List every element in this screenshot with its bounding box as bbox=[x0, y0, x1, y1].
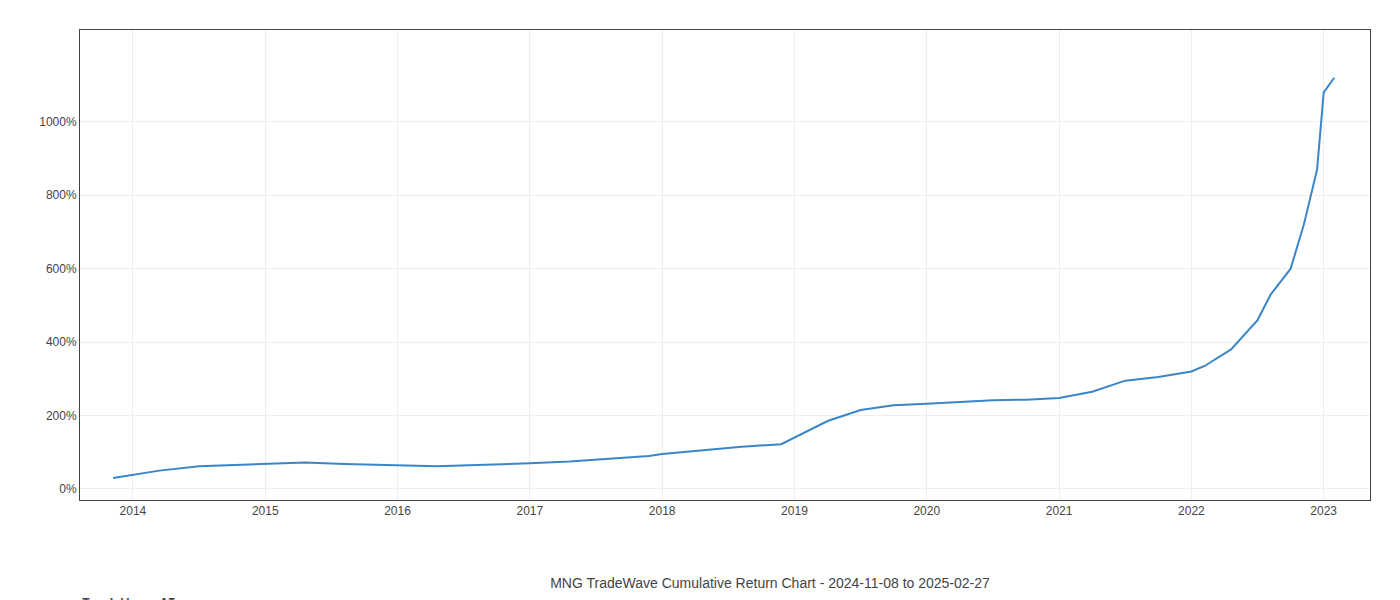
svg-text:2017: 2017 bbox=[516, 504, 543, 518]
svg-text:TradeWave.AI: TradeWave.AI bbox=[82, 596, 176, 600]
svg-text:2021: 2021 bbox=[1046, 504, 1073, 518]
svg-text:2018: 2018 bbox=[649, 504, 676, 518]
svg-text:MNG TradeWave Cumulative Retur: MNG TradeWave Cumulative Return Chart - … bbox=[550, 575, 990, 591]
svg-text:400%: 400% bbox=[46, 335, 77, 349]
svg-text:600%: 600% bbox=[46, 262, 77, 276]
svg-text:2014: 2014 bbox=[120, 504, 147, 518]
svg-text:2022: 2022 bbox=[1178, 504, 1205, 518]
svg-text:0%: 0% bbox=[59, 482, 77, 496]
svg-text:2015: 2015 bbox=[252, 504, 279, 518]
svg-text:800%: 800% bbox=[46, 188, 77, 202]
svg-text:2016: 2016 bbox=[384, 504, 411, 518]
svg-text:2019: 2019 bbox=[781, 504, 808, 518]
svg-text:2020: 2020 bbox=[913, 504, 940, 518]
svg-text:200%: 200% bbox=[46, 409, 77, 423]
svg-text:1000%: 1000% bbox=[39, 115, 77, 129]
svg-text:2023: 2023 bbox=[1310, 504, 1337, 518]
